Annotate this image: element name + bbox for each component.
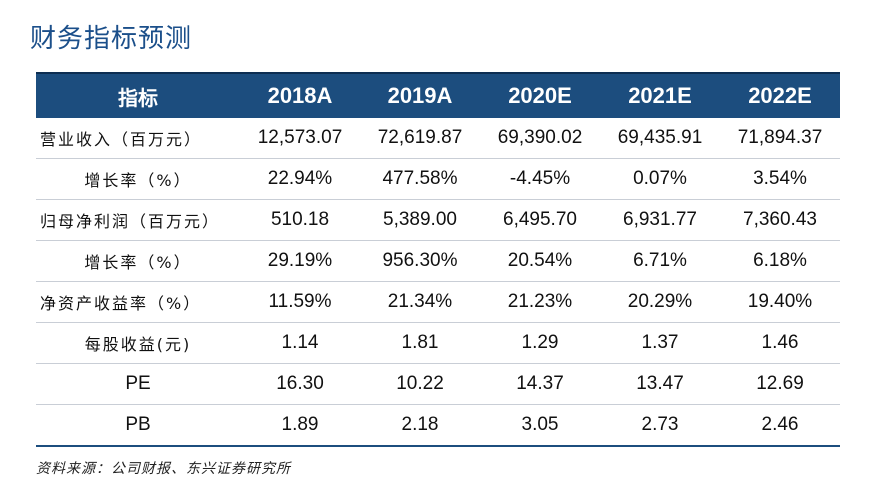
table-cell: 3.05 <box>480 404 600 447</box>
table-cell: 956.30% <box>360 240 480 282</box>
table-cell: 19.40% <box>720 281 840 323</box>
table-cell: 2.46 <box>720 404 840 447</box>
table-cell: 21.23% <box>480 281 600 323</box>
table-cell: 6.18% <box>720 240 840 282</box>
table-cell: 6.71% <box>600 240 720 282</box>
table-header-row: 指标 2018A 2019A 2020E 2021E 2022E <box>36 72 840 118</box>
table-cell: 3.54% <box>720 158 840 200</box>
table-cell: 12,573.07 <box>240 118 360 159</box>
table-cell: 11.59% <box>240 281 360 323</box>
row-label: 增长率（%） <box>36 158 240 200</box>
table-cell: 21.34% <box>360 281 480 323</box>
table-row: 营业收入（百万元） 12,573.07 72,619.87 69,390.02 … <box>36 118 840 159</box>
table-row: 增长率（%） 29.19% 956.30% 20.54% 6.71% 6.18% <box>36 240 840 282</box>
table-cell: 20.54% <box>480 240 600 282</box>
row-label: 净资产收益率（%） <box>36 281 240 323</box>
table-cell: 69,390.02 <box>480 118 600 159</box>
row-label: 营业收入（百万元） <box>36 118 240 159</box>
table-cell: 71,894.37 <box>720 118 840 159</box>
table-cell: 1.81 <box>360 322 480 364</box>
table-cell: 1.89 <box>240 404 360 447</box>
table-row: PB 1.89 2.18 3.05 2.73 2.46 <box>36 404 840 447</box>
table-cell: 1.29 <box>480 322 600 364</box>
table-cell: 6,931.77 <box>600 199 720 241</box>
table-cell: 1.37 <box>600 322 720 364</box>
table-cell: 22.94% <box>240 158 360 200</box>
table-cell: 20.29% <box>600 281 720 323</box>
table-cell: 510.18 <box>240 199 360 241</box>
table-cell: 16.30 <box>240 363 360 405</box>
table-cell: 1.46 <box>720 322 840 364</box>
table-cell: 13.47 <box>600 363 720 405</box>
row-label: PB <box>36 404 240 447</box>
table-cell: 2.73 <box>600 404 720 447</box>
header-cell-indicator: 指标 <box>36 72 240 118</box>
table-cell: -4.45% <box>480 158 600 200</box>
header-cell-2019a: 2019A <box>360 72 480 118</box>
table-row: 每股收益(元) 1.14 1.81 1.29 1.37 1.46 <box>36 322 840 364</box>
table-row: PE 16.30 10.22 14.37 13.47 12.69 <box>36 363 840 405</box>
header-cell-2021e: 2021E <box>600 72 720 118</box>
table-cell: 10.22 <box>360 363 480 405</box>
table-cell: 5,389.00 <box>360 199 480 241</box>
table-row: 净资产收益率（%） 11.59% 21.34% 21.23% 20.29% 19… <box>36 281 840 323</box>
table-row: 归母净利润（百万元） 510.18 5,389.00 6,495.70 6,93… <box>36 199 840 241</box>
table-cell: 29.19% <box>240 240 360 282</box>
table-row: 增长率（%） 22.94% 477.58% -4.45% 0.07% 3.54% <box>36 158 840 200</box>
row-label: 增长率（%） <box>36 240 240 282</box>
table-cell: 14.37 <box>480 363 600 405</box>
header-cell-2018a: 2018A <box>240 72 360 118</box>
table-cell: 0.07% <box>600 158 720 200</box>
row-label: 每股收益(元) <box>36 322 240 364</box>
table-cell: 6,495.70 <box>480 199 600 241</box>
table-cell: 7,360.43 <box>720 199 840 241</box>
header-cell-2020e: 2020E <box>480 72 600 118</box>
table-cell: 477.58% <box>360 158 480 200</box>
row-label: PE <box>36 363 240 405</box>
row-label: 归母净利润（百万元） <box>36 199 240 241</box>
table-cell: 69,435.91 <box>600 118 720 159</box>
page-title: 财务指标预测 <box>30 24 193 54</box>
source-note: 资料来源：公司财报、东兴证券研究所 <box>36 461 291 477</box>
financial-forecast-table: 指标 2018A 2019A 2020E 2021E 2022E 营业收入（百万… <box>36 72 840 447</box>
table-cell: 1.14 <box>240 322 360 364</box>
header-cell-2022e: 2022E <box>720 72 840 118</box>
table-cell: 2.18 <box>360 404 480 447</box>
table-cell: 12.69 <box>720 363 840 405</box>
table-cell: 72,619.87 <box>360 118 480 159</box>
